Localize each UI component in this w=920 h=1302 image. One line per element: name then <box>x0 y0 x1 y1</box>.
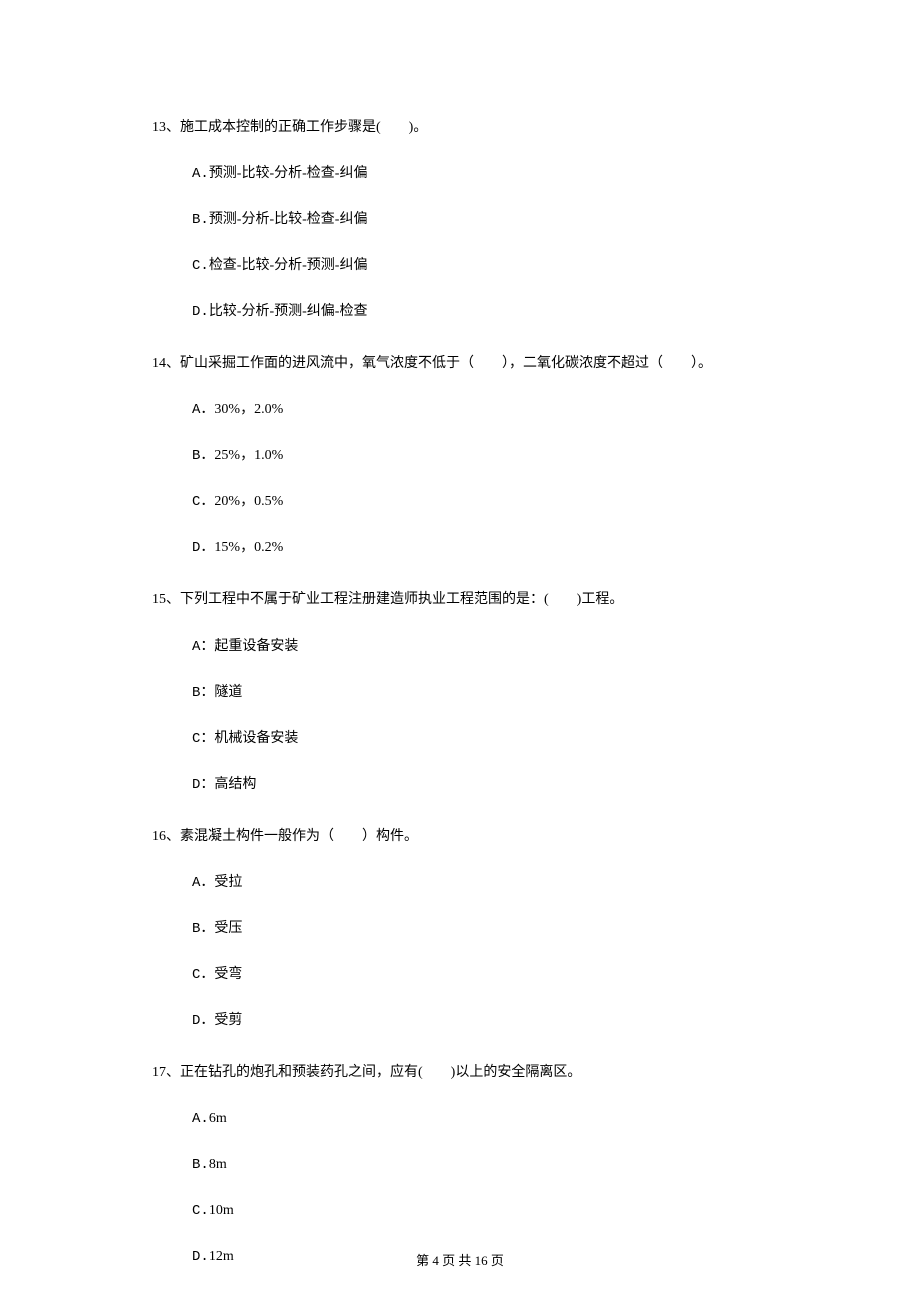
option: C：机械设备安装 <box>192 728 770 750</box>
option: B．受压 <box>192 918 770 940</box>
question-stem: 15、下列工程中不属于矿业工程注册建造师执业工程范围的是：( )工程。 <box>152 587 770 612</box>
option: A.6m <box>192 1108 770 1130</box>
option-label: A． <box>192 402 214 418</box>
option: C．20%，0.5% <box>192 491 770 513</box>
option-label: A： <box>192 639 214 655</box>
option-label: B. <box>192 212 209 228</box>
option-text: 10m <box>209 1203 234 1218</box>
option-label: D． <box>192 1013 214 1029</box>
option: C.10m <box>192 1200 770 1222</box>
option: A．受拉 <box>192 872 770 894</box>
option-label: A． <box>192 875 214 891</box>
question-stem: 16、素混凝土构件一般作为（ ）构件。 <box>152 824 770 849</box>
option: B.预测-分析-比较-检查-纠偏 <box>192 209 770 231</box>
question-stem: 14、矿山采掘工作面的进风流中，氧气浓度不低于（ ），二氧化碳浓度不超过（ ）。 <box>152 351 770 376</box>
option-text: 机械设备安装 <box>214 731 298 746</box>
option-label: B． <box>192 921 214 937</box>
question-stem: 13、施工成本控制的正确工作步骤是( )。 <box>152 115 770 140</box>
option-text: 预测-分析-比较-检查-纠偏 <box>209 212 368 227</box>
option: C．受弯 <box>192 964 770 986</box>
option-label: C. <box>192 258 209 274</box>
option-label: A. <box>192 1111 209 1127</box>
option: A.预测-比较-分析-检查-纠偏 <box>192 163 770 185</box>
option-text: 比较-分析-预测-纠偏-检查 <box>209 304 368 319</box>
question-16: 16、素混凝土构件一般作为（ ）构件。 A．受拉 B．受压 C．受弯 D．受剪 <box>152 824 770 1032</box>
option-text: 30%，2.0% <box>214 402 283 417</box>
option-text: 受压 <box>214 921 242 936</box>
question-stem: 17、正在钻孔的炮孔和预装药孔之间，应有( )以上的安全隔离区。 <box>152 1060 770 1085</box>
option-label: C： <box>192 731 214 747</box>
option-label: C． <box>192 494 214 510</box>
option: D．15%，0.2% <box>192 537 770 559</box>
option-label: D. <box>192 304 209 320</box>
option: B：隧道 <box>192 682 770 704</box>
option: D．受剪 <box>192 1010 770 1032</box>
option: B．25%，1.0% <box>192 445 770 467</box>
question-14: 14、矿山采掘工作面的进风流中，氧气浓度不低于（ ），二氧化碳浓度不超过（ ）。… <box>152 351 770 559</box>
option-text: 隧道 <box>214 685 242 700</box>
option: A：起重设备安装 <box>192 636 770 658</box>
option-text: 20%，0.5% <box>214 494 283 509</box>
option-text: 高结构 <box>214 777 256 792</box>
option-text: 25%，1.0% <box>214 448 283 463</box>
option-text: 起重设备安装 <box>214 639 298 654</box>
question-17: 17、正在钻孔的炮孔和预装药孔之间，应有( )以上的安全隔离区。 A.6m B.… <box>152 1060 770 1268</box>
option-label: A. <box>192 166 209 182</box>
option-label: B： <box>192 685 214 701</box>
page-footer: 第 4 页 共 16 页 <box>0 1251 920 1272</box>
option-label: C. <box>192 1203 209 1219</box>
option: C.检查-比较-分析-预测-纠偏 <box>192 255 770 277</box>
option: D.比较-分析-预测-纠偏-检查 <box>192 301 770 323</box>
option-text: 预测-比较-分析-检查-纠偏 <box>209 166 368 181</box>
option-text: 检查-比较-分析-预测-纠偏 <box>209 258 368 273</box>
option: B.8m <box>192 1154 770 1176</box>
option-label: D： <box>192 777 214 793</box>
option-label: D． <box>192 540 214 556</box>
question-15: 15、下列工程中不属于矿业工程注册建造师执业工程范围的是：( )工程。 A：起重… <box>152 587 770 795</box>
option-text: 受弯 <box>214 967 242 982</box>
option-label: C． <box>192 967 214 983</box>
option-label: B. <box>192 1157 209 1173</box>
option-text: 8m <box>209 1157 227 1172</box>
option-label: B． <box>192 448 214 464</box>
option: A．30%，2.0% <box>192 399 770 421</box>
question-13: 13、施工成本控制的正确工作步骤是( )。 A.预测-比较-分析-检查-纠偏 B… <box>152 115 770 323</box>
option-text: 受剪 <box>214 1013 242 1028</box>
option: D：高结构 <box>192 774 770 796</box>
option-text: 受拉 <box>214 875 242 890</box>
option-text: 6m <box>209 1111 227 1126</box>
option-text: 15%，0.2% <box>214 540 283 555</box>
